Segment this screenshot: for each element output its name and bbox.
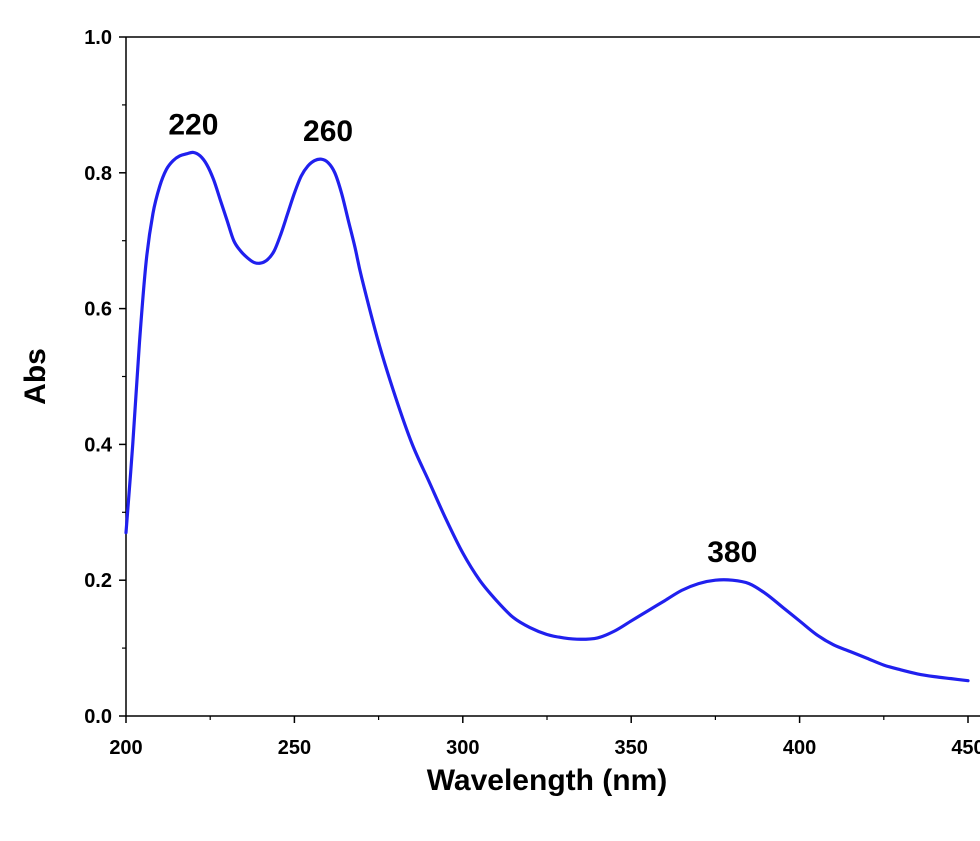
- peak-label: 380: [707, 536, 757, 569]
- absorbance-line: [124, 150, 970, 683]
- peak-label: 220: [168, 108, 218, 141]
- y-tick-label: 0.0: [84, 706, 112, 728]
- y-tick-label: 1.0: [84, 27, 112, 49]
- x-tick-label: 300: [446, 737, 479, 759]
- y-tick-label: 0.6: [84, 299, 112, 321]
- axis-ticks: [119, 36, 969, 723]
- peak-label: 260: [303, 115, 353, 148]
- plot-frame: [125, 36, 980, 717]
- tick-labels: 0.0 0.2 0.4 0.6 0.8 1.0 200 250 300 350 400 450: [84, 27, 980, 759]
- y-tick-label: 0.8: [84, 163, 112, 185]
- y-tick-label: 0.2: [84, 570, 112, 592]
- x-tick-label: 200: [109, 737, 142, 759]
- y-axis-label: Abs: [19, 348, 52, 405]
- x-tick-label: 400: [783, 737, 816, 759]
- y-tick-label: 0.4: [84, 434, 113, 456]
- x-tick-label: 250: [278, 737, 311, 759]
- x-axis-label: Wavelength (nm): [427, 764, 668, 797]
- peak-annotations: 220 260 380: [168, 108, 757, 569]
- x-tick-label: 350: [615, 737, 648, 759]
- x-tick-label: 450: [951, 737, 980, 759]
